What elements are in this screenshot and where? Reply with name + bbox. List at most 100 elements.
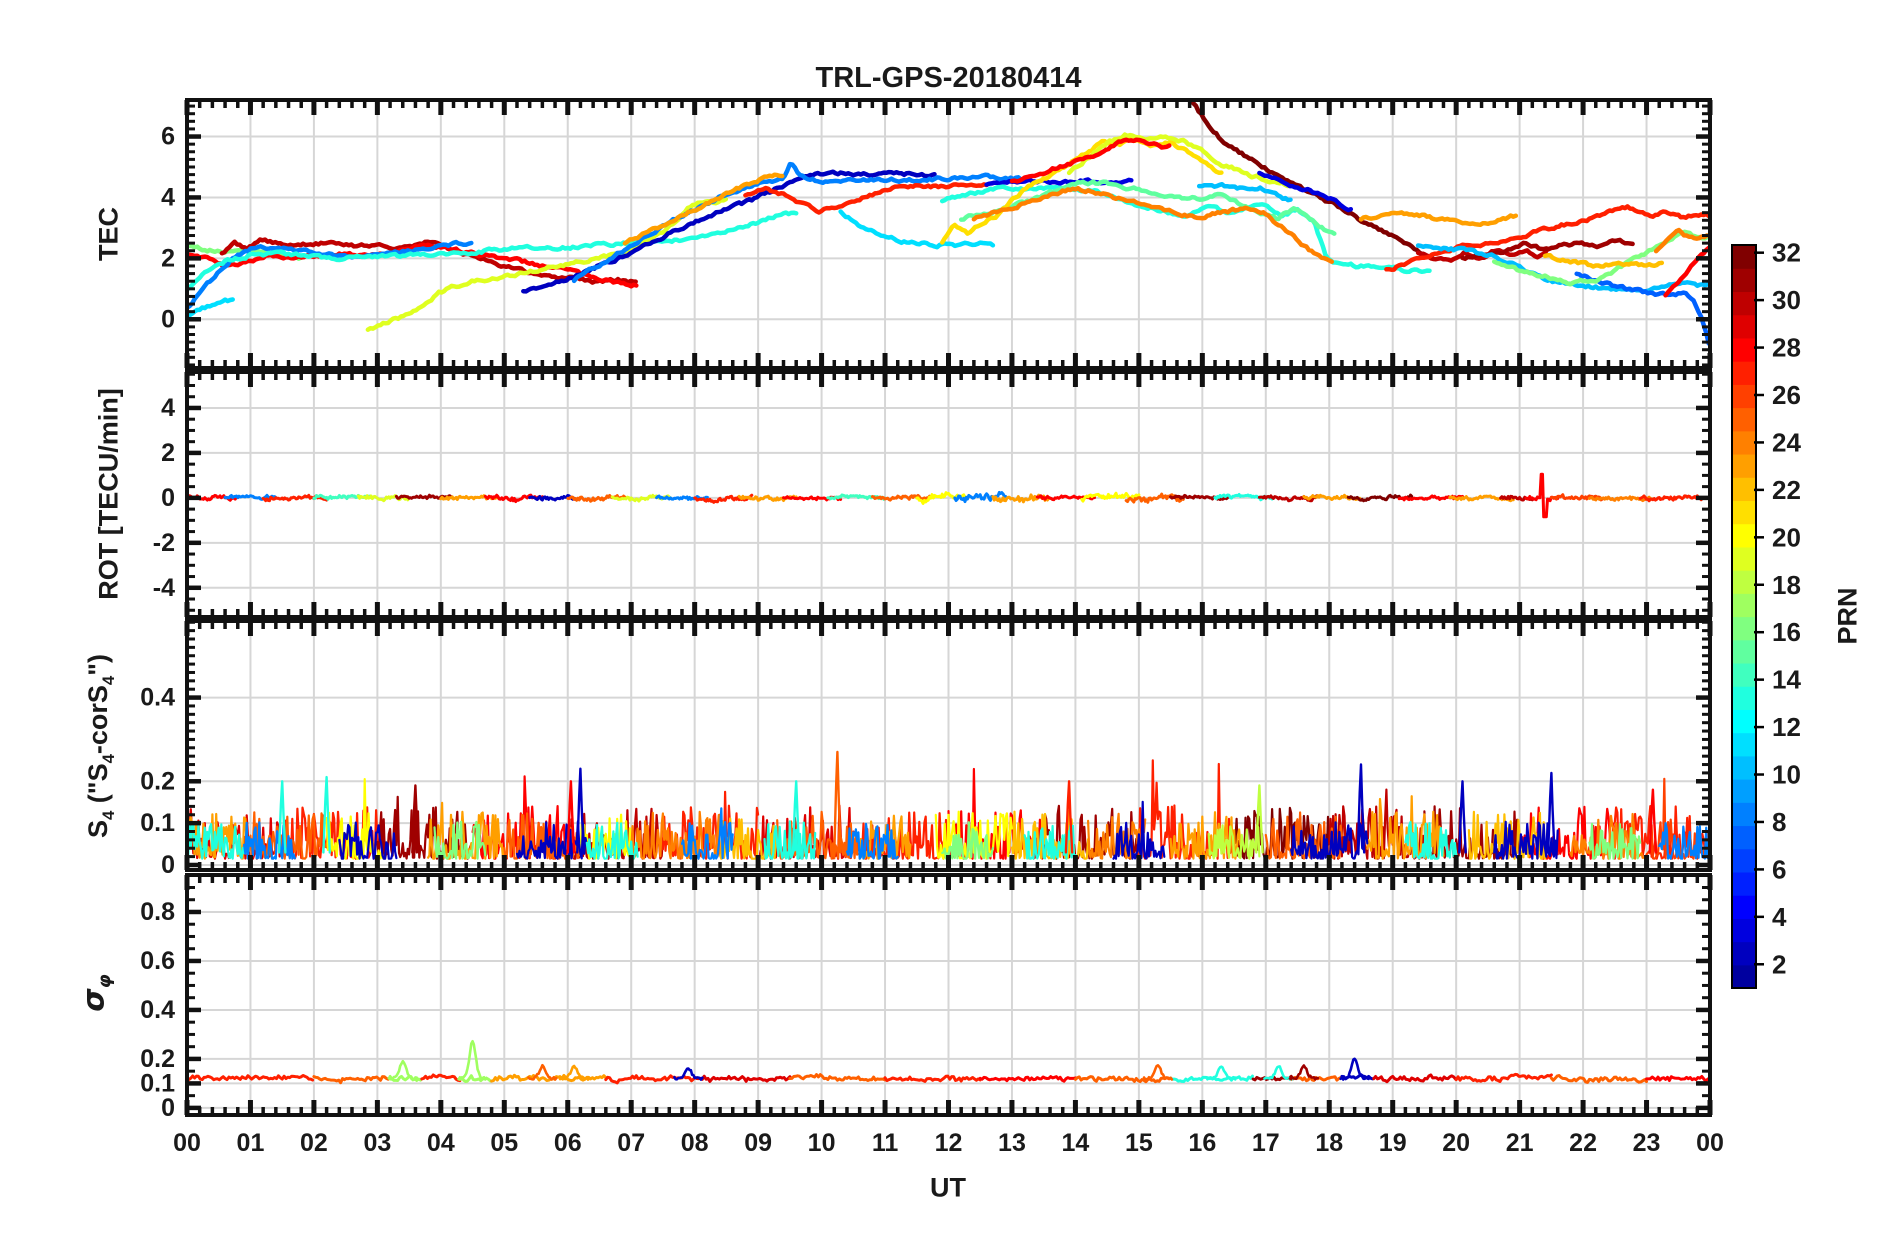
colorbar-segment [1732, 825, 1756, 850]
s4-label-sub: 4 [98, 675, 118, 686]
colorbar-segment [1732, 662, 1756, 687]
s4-spike [277, 780, 287, 854]
s4-series [1207, 824, 1261, 860]
y-tick-label: 0.1 [140, 1069, 175, 1097]
colorbar-segment [1732, 755, 1756, 780]
colorbar-tick-label: 4 [1772, 902, 1787, 932]
tec-series [622, 172, 785, 246]
colorbar-segment [1732, 570, 1756, 594]
s4-series [1232, 806, 1331, 860]
rot-axes: -4 -2 0 2 4 [153, 370, 1713, 619]
sigma-series [1073, 1075, 1173, 1084]
colorbar-segment [1732, 430, 1756, 455]
sigma-bump [457, 1040, 488, 1081]
colorbar-tick-label: 8 [1772, 807, 1786, 837]
s4-series [845, 822, 899, 860]
s4-spike [833, 750, 842, 854]
rot-series [566, 493, 627, 503]
y-tick-label: 4 [161, 394, 175, 422]
tec-series [1257, 170, 1354, 213]
sigma-series [883, 1074, 982, 1083]
y-tick-label: 0.2 [140, 767, 175, 795]
tec-series [187, 210, 799, 292]
x-tick-label: 01 [237, 1129, 265, 1157]
colorbar-label: PRN [1832, 587, 1863, 645]
rot-series [1524, 472, 1560, 519]
x-tick-label: 02 [300, 1129, 328, 1157]
s4-series [1658, 821, 1710, 860]
s4-axes: 0 0.1 0.2 0.4 [140, 619, 1713, 879]
s4-label-part: ("S [83, 763, 114, 811]
colorbar-segment [1732, 361, 1756, 385]
sigma-series [1454, 1072, 1553, 1083]
rot-series [1169, 493, 1230, 501]
x-tick-label: 08 [681, 1129, 709, 1157]
colorbar-segment [1732, 709, 1756, 734]
x-tick-label: 23 [1633, 1129, 1661, 1157]
y-tick-label: 0.4 [140, 684, 175, 712]
colorbar-segment [1732, 523, 1756, 548]
y-tick-label: 0 [161, 1094, 175, 1122]
colorbar-tick-label: 28 [1772, 333, 1801, 363]
s4-series [1112, 800, 1166, 860]
sigma-series [693, 1074, 792, 1083]
y-tick-label: 0 [161, 851, 175, 879]
colorbar-segment [1732, 895, 1756, 919]
tec-series [1009, 137, 1172, 184]
sigma-axes: 00.10.2 0.4 0.6 0.8 [140, 873, 1713, 1122]
colorbar-tick-label: 6 [1772, 854, 1786, 884]
y-tick-label: 0.6 [140, 947, 175, 975]
tec-axes: 0 2 4 6 [161, 98, 1713, 370]
tec-grid [187, 100, 1710, 368]
colorbar-segment [1732, 546, 1756, 571]
s4-label-part: ") [83, 653, 114, 676]
tec-series [1542, 253, 1665, 269]
s4-spike [1255, 784, 1264, 854]
colorbar-segment [1732, 453, 1756, 478]
x-tick-label: 09 [744, 1129, 772, 1157]
sigma-series [1372, 1073, 1457, 1084]
y-tick-label: 0.2 [140, 1045, 175, 1073]
tec-series [571, 161, 1026, 284]
sigma-bump [1142, 1064, 1174, 1081]
tec-series [1188, 100, 1435, 261]
tec-series [1066, 132, 1293, 189]
x-tick-label: 13 [998, 1129, 1026, 1157]
colorbar-border [1731, 244, 1757, 989]
s4-spike [1546, 771, 1556, 854]
x-tick-label: 15 [1125, 1129, 1153, 1157]
colorbar-segment [1732, 732, 1756, 757]
sigma-series-group [187, 1040, 1710, 1085]
s4-label-part: -corS [83, 685, 114, 755]
colorbar-segment [1732, 337, 1756, 362]
tec-series [1663, 245, 1710, 298]
rot-series [953, 490, 1008, 504]
s4-series [338, 821, 398, 860]
colorbar-segment [1732, 314, 1756, 339]
x-tick-label: 22 [1569, 1129, 1597, 1157]
x-tick-label: 00 [1696, 1129, 1724, 1157]
tec-series [1653, 227, 1710, 254]
colorbar-segment [1732, 500, 1756, 525]
s4-spike [1356, 763, 1366, 854]
y-tick-label: 0.8 [140, 898, 175, 926]
tec-series-group [187, 100, 1710, 346]
colorbar-tick-label: 30 [1772, 285, 1801, 315]
sigma-series [1549, 1074, 1648, 1084]
y-tick-label: 0.4 [140, 996, 175, 1024]
s4-series [427, 801, 506, 860]
colorbar-segment [1732, 616, 1756, 641]
y-tick-label: 2 [161, 439, 175, 467]
sigma-glyph: σ [76, 988, 112, 1012]
colorbar-tick-label: 22 [1772, 475, 1801, 505]
x-tick-label: 12 [935, 1129, 963, 1157]
rot-series [1587, 495, 1655, 503]
colorbar-segment [1732, 802, 1756, 827]
s4-label-sub: 4 [98, 754, 118, 764]
sigma-bump [1263, 1065, 1294, 1081]
rot-series [223, 493, 278, 501]
sigma-bump [1206, 1065, 1237, 1081]
colorbar-segment [1732, 407, 1756, 432]
x-tick-label: 18 [1315, 1129, 1343, 1157]
